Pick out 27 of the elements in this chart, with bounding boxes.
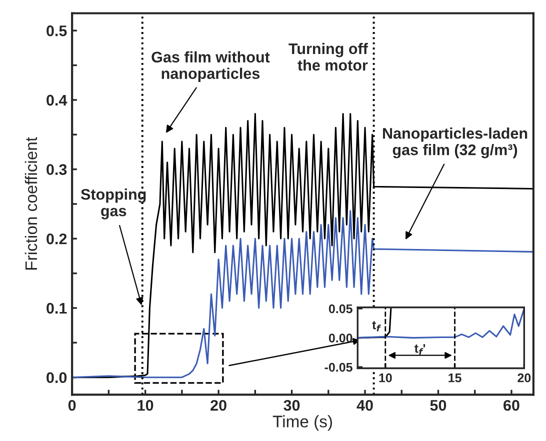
x-axis-title: Time (s)	[272, 415, 332, 431]
annotation: t$_{f}$'	[414, 344, 426, 355]
annotation: Stopping gas	[80, 188, 146, 220]
y-tick-label: -0.05	[324, 362, 352, 372]
y-tick-label: 0.1	[46, 302, 67, 314]
x-tick-label: 10	[138, 400, 154, 411]
x-tick-label: 20	[518, 373, 531, 382]
x-tick-label: 40	[356, 400, 373, 411]
y-axis-title: Friction coefficient	[24, 137, 38, 270]
y-tick-label: 0.00	[328, 334, 352, 342]
ref-line-label: t$_{f}$	[372, 321, 382, 332]
y-tick-label: 0.3	[46, 164, 67, 175]
x-tick-label: 50	[430, 400, 446, 411]
x-tick-label: 30	[284, 400, 300, 411]
y-tick-label: 0.4	[46, 94, 68, 106]
x-tick-label: 0	[68, 400, 76, 411]
y-tick-label: 0.2	[46, 234, 67, 244]
ref-line-label: Turning off the motor	[288, 42, 368, 71]
y-tick-label: 0.0	[46, 372, 67, 384]
x-tick-label: 60	[504, 400, 520, 411]
y-tick-label: 0.5	[46, 25, 67, 36]
x-tick-label: 10	[379, 373, 392, 382]
x-tick-label: 20	[210, 400, 226, 411]
x-tick-label: 15	[448, 374, 462, 382]
annotation: Nanoparticles-laden gas film (32 g/m³)	[383, 128, 528, 158]
annotation: Gas film without nanoparticles	[152, 51, 270, 82]
y-tick-label: 0.05	[328, 304, 352, 314]
